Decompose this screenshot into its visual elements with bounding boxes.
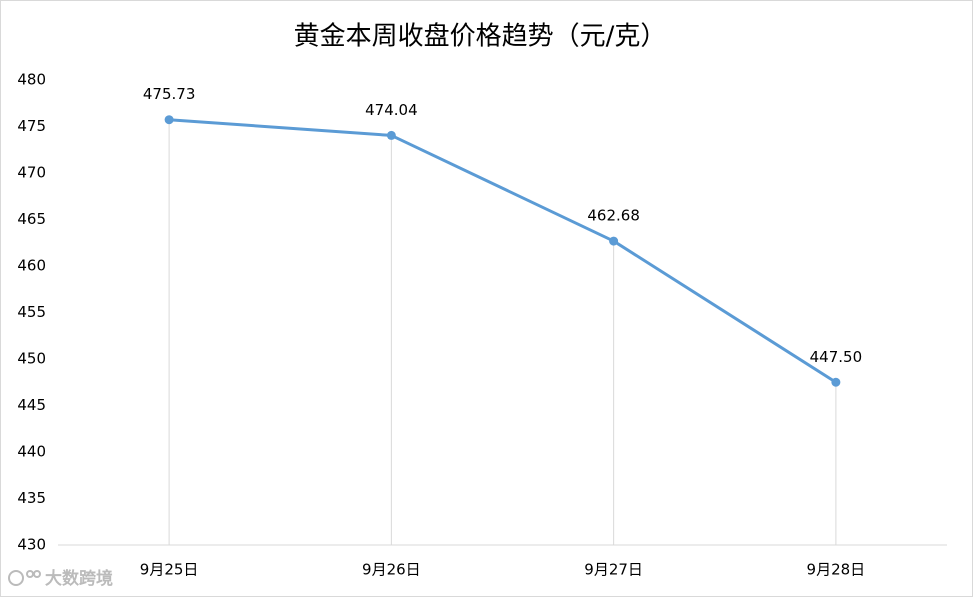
data-label: 447.50 <box>810 348 863 366</box>
watermark: 大数跨境 <box>45 568 113 589</box>
data-label: 474.04 <box>365 101 418 119</box>
y-tick-label: 470 <box>17 164 46 182</box>
y-tick-label: 475 <box>17 117 46 135</box>
y-tick-label: 480 <box>17 71 46 89</box>
data-label: 475.73 <box>143 85 196 103</box>
y-tick-label: 455 <box>17 303 46 321</box>
x-tick-label: 9月27日 <box>584 561 643 579</box>
y-tick-label: 445 <box>17 396 46 414</box>
point <box>164 115 174 125</box>
data-label: 462.68 <box>587 207 640 225</box>
watermark-icon <box>8 570 41 586</box>
x-tick-label: 9月25日 <box>140 561 199 579</box>
x-tick-label: 9月26日 <box>362 561 421 579</box>
point <box>831 377 841 387</box>
y-tick-label: 450 <box>17 350 46 368</box>
y-tick-label: 460 <box>17 257 46 275</box>
y-tick-label: 430 <box>17 536 46 554</box>
x-tick-label: 9月28日 <box>807 561 866 579</box>
y-tick-label: 465 <box>17 210 46 228</box>
point <box>386 130 396 140</box>
y-tick-label: 440 <box>17 443 46 461</box>
line <box>169 118 837 384</box>
point <box>609 236 619 246</box>
chart-title: 黄金本周收盘价格趋势（元/克） <box>294 22 667 52</box>
y-tick-label: 435 <box>17 489 46 507</box>
